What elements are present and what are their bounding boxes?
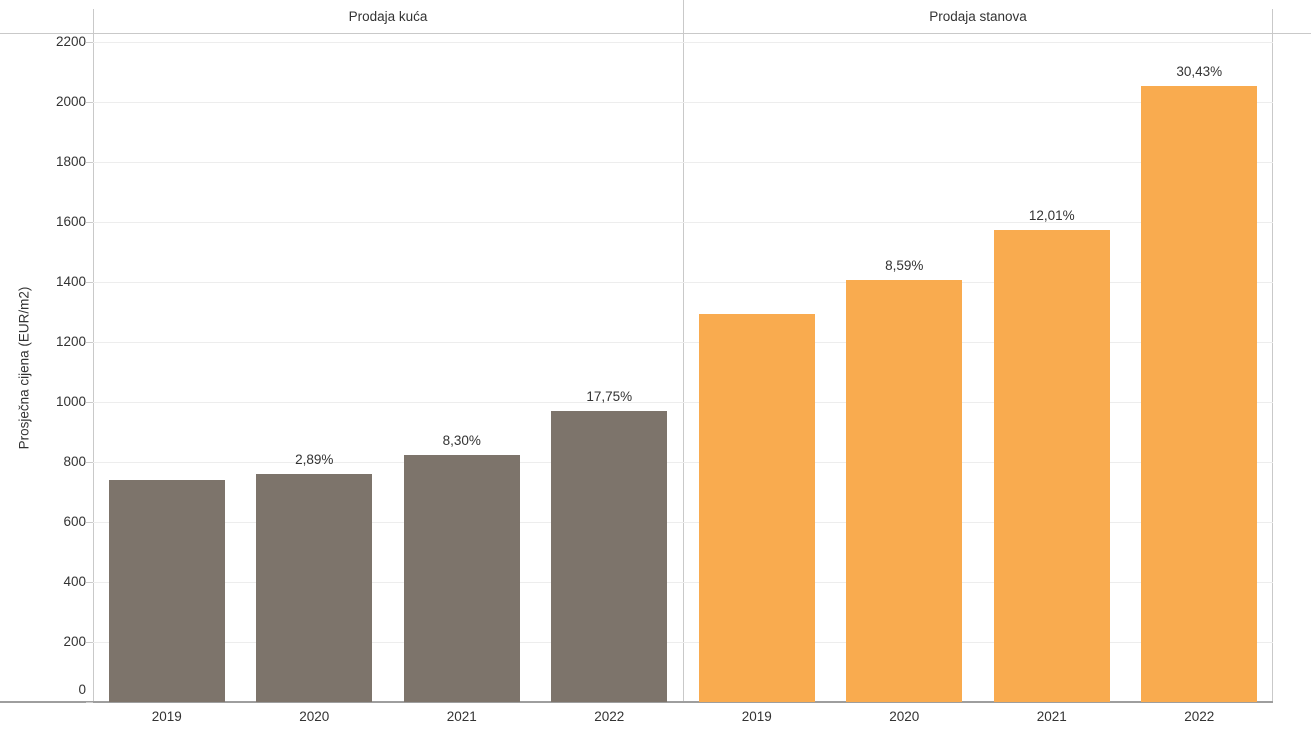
- bar-value-label: 12,01%: [1028, 207, 1075, 223]
- bar-apartments-2022[interactable]: [1141, 85, 1258, 702]
- y-tick: [86, 281, 93, 283]
- y-tick-label: 600: [63, 514, 86, 529]
- bar-houses-2022[interactable]: [551, 411, 668, 702]
- y-gridline: [93, 641, 1273, 643]
- y-tick-label: 1800: [55, 154, 86, 169]
- y-gridline: [93, 161, 1273, 163]
- x-axis-label-2020: 2020: [889, 709, 920, 724]
- y-tick-label: 1600: [55, 214, 86, 229]
- y-tick: [86, 221, 93, 223]
- bar-value-label: 17,75%: [586, 389, 633, 404]
- header-divider-line: [0, 33, 1311, 34]
- y-tick: [86, 401, 93, 403]
- y-gridline: [93, 521, 1273, 523]
- x-axis-label-2021: 2021: [446, 709, 477, 724]
- bar-houses-2020[interactable]: [256, 473, 373, 702]
- bar-value-label: 8,30%: [442, 432, 481, 448]
- y-gridline: [93, 401, 1273, 403]
- bar-apartments-2019[interactable]: [698, 313, 815, 702]
- y-gridline: [93, 41, 1273, 43]
- y-tick: [86, 641, 93, 643]
- y-tick-label: 1200: [55, 334, 86, 349]
- y-tick-label: 800: [63, 454, 86, 469]
- bar-value-label: 8,59%: [885, 258, 924, 274]
- x-axis-label-2019: 2019: [151, 709, 182, 724]
- bar-value-label: 2,89%: [295, 451, 334, 467]
- y-gridline: [93, 341, 1273, 343]
- y-gridline: [93, 461, 1273, 463]
- x-axis-label-2022: 2022: [594, 709, 625, 724]
- bar-apartments-2021[interactable]: [993, 229, 1110, 702]
- y-tick-label: 200: [63, 634, 86, 649]
- x-axis-line: [0, 701, 1273, 703]
- y-tick-label: 2200: [55, 34, 86, 49]
- y-tick-label: 1000: [55, 394, 86, 409]
- y-tick: [86, 581, 93, 583]
- plot-left-border: [93, 9, 94, 702]
- y-tick: [86, 101, 93, 103]
- y-tick-label: 400: [63, 574, 86, 589]
- x-axis-label-2022: 2022: [1184, 709, 1215, 724]
- y-tick-label: 1400: [55, 274, 86, 289]
- y-tick: [86, 161, 93, 163]
- y-gridline: [93, 281, 1273, 283]
- y-tick: [86, 521, 93, 523]
- panel-title-houses: Prodaja kuća: [348, 9, 428, 24]
- y-axis-title: Prosječna cijena (EUR/m2): [16, 286, 32, 450]
- bar-houses-2021[interactable]: [403, 454, 520, 702]
- x-axis-label-2019: 2019: [741, 709, 772, 724]
- y-gridline: [93, 581, 1273, 583]
- y-tick: [86, 701, 93, 703]
- y-tick: [86, 341, 93, 343]
- bar-apartments-2020[interactable]: [846, 280, 963, 702]
- plot-right-border: [1272, 9, 1273, 702]
- y-tick: [86, 461, 93, 463]
- bar-houses-2019[interactable]: [108, 480, 225, 702]
- x-axis-label-2020: 2020: [299, 709, 330, 724]
- panel-title-apartments: Prodaja stanova: [929, 9, 1027, 24]
- bar-value-label: 30,43%: [1176, 63, 1223, 79]
- y-gridline: [93, 221, 1273, 223]
- x-axis-label-2021: 2021: [1036, 709, 1067, 724]
- y-tick-label: 2000: [55, 94, 86, 109]
- panel-divider: [683, 0, 684, 702]
- y-tick-label: 0: [78, 682, 86, 697]
- y-tick: [86, 41, 93, 43]
- y-gridline: [93, 101, 1273, 103]
